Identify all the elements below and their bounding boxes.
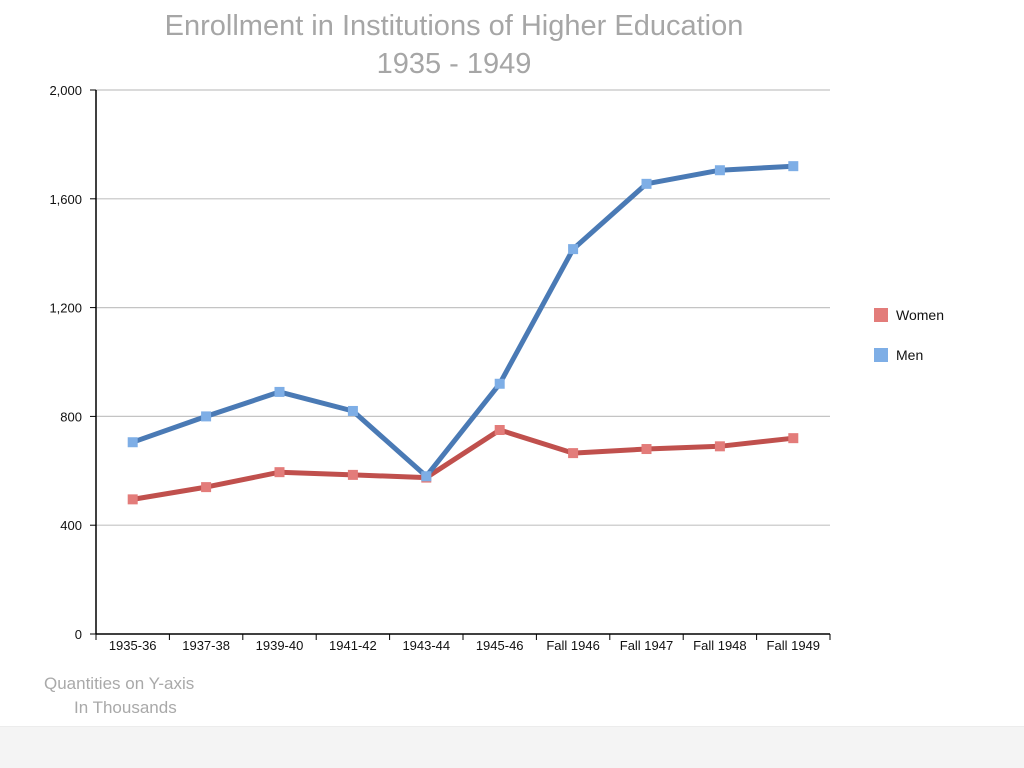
y-axis-note: Quantities on Y-axis [44,674,195,693]
x-tick-label: 1943-44 [402,638,450,653]
data-point-men [494,378,505,389]
chart-title: Enrollment in Institutions of Higher Edu… [164,10,744,42]
data-point-women [494,425,505,435]
y-tick-label: 1,600 [49,192,82,207]
data-point-men [714,165,725,176]
legend-label-men: Men [896,347,923,363]
x-tick-label: Fall 1948 [693,638,746,653]
data-point-men [127,437,138,448]
x-tick-label: Fall 1949 [767,638,820,653]
data-point-women [788,433,799,444]
data-point-women [201,482,212,493]
y-tick-label: 2,000 [49,83,82,98]
x-tick-label: 1937-38 [182,638,230,653]
data-point-men [788,161,799,172]
x-tick-label: Fall 1947 [620,638,673,653]
data-point-men [641,178,652,189]
x-tick-label: 1939-40 [256,638,304,653]
legend-swatch-women [874,308,888,322]
data-point-men [274,386,285,397]
data-point-men [201,411,212,422]
data-point-men [568,244,579,255]
bottom-band [0,726,1024,768]
x-tick-label: Fall 1946 [546,638,599,653]
series-line-men [130,163,796,479]
data-point-women [127,494,138,505]
x-tick-label: 1935-36 [109,638,157,653]
legend-swatch-men [874,348,888,362]
data-point-men [347,405,358,416]
series-line-women [130,427,796,502]
data-point-women [714,441,725,452]
y-tick-label: 1,200 [49,301,82,316]
chart-subtitle: 1935 - 1949 [376,48,532,80]
legend-label-women: Women [896,307,944,323]
y-tick-label: 400 [60,518,82,533]
data-point-women [347,469,358,480]
data-point-men [421,471,432,482]
data-point-women [641,444,652,455]
x-tick-label: 1941-42 [329,638,377,653]
y-axis-unit-note: In Thousands [74,698,177,717]
x-tick-label: 1945-46 [476,638,524,653]
data-point-women [274,467,285,478]
y-tick-label: 0 [75,627,82,642]
y-tick-label: 800 [60,409,82,424]
data-point-women [568,448,579,459]
